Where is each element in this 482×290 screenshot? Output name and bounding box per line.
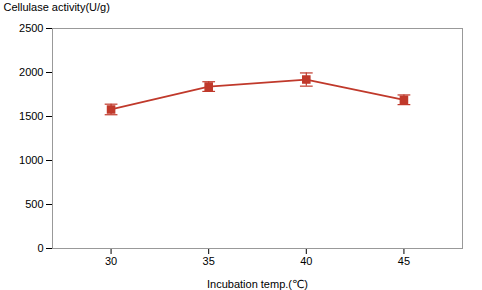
svg-text:500: 500 <box>25 198 43 210</box>
svg-text:Incubation temp.(℃): Incubation temp.(℃) <box>207 278 308 290</box>
svg-text:2000: 2000 <box>19 66 43 78</box>
svg-text:35: 35 <box>203 255 215 267</box>
svg-text:Cellulase activity(U/g): Cellulase activity(U/g) <box>4 1 110 13</box>
svg-text:30: 30 <box>105 255 117 267</box>
svg-text:1000: 1000 <box>19 154 43 166</box>
svg-text:45: 45 <box>398 255 410 267</box>
svg-text:40: 40 <box>300 255 312 267</box>
svg-text:0: 0 <box>37 242 43 254</box>
svg-text:2500: 2500 <box>19 22 43 34</box>
svg-text:1500: 1500 <box>19 110 43 122</box>
